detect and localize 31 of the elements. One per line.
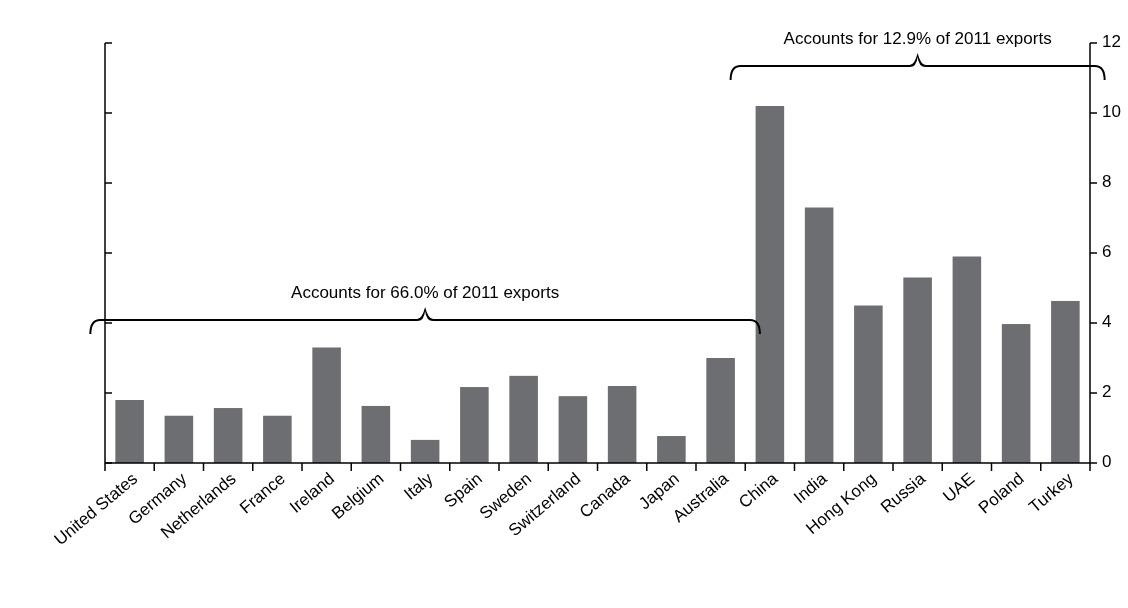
bar	[410, 439, 440, 463]
y-tick-label: 0	[1102, 452, 1112, 472]
bar	[263, 415, 292, 463]
y-tick-label: 6	[1102, 242, 1112, 262]
annotation: Accounts for 12.9% of 2011 exports	[783, 29, 1052, 48]
bar	[952, 256, 982, 463]
bar	[755, 106, 785, 463]
bar	[460, 387, 489, 463]
y-tick-label: 8	[1102, 172, 1112, 192]
bar	[312, 347, 341, 463]
x-tick-label: India	[790, 468, 831, 508]
x-tick-label: Italy	[400, 468, 437, 504]
bar	[706, 358, 735, 463]
bar	[213, 408, 243, 463]
bar	[164, 415, 194, 463]
bar	[657, 436, 686, 463]
y-tick-label: 12	[1102, 32, 1121, 52]
bar	[903, 277, 932, 463]
bar	[607, 386, 637, 463]
bar	[1001, 324, 1031, 463]
y-tick-label: 4	[1102, 312, 1112, 332]
bar	[854, 305, 883, 463]
y-tick-label: 10	[1102, 102, 1121, 122]
bar	[509, 375, 538, 463]
bar	[1051, 300, 1080, 463]
annotation: Accounts for 66.0% of 2011 exports	[291, 283, 560, 302]
bar	[558, 396, 588, 463]
y-tick-label: 2	[1102, 382, 1112, 402]
bar	[804, 207, 834, 463]
bar	[115, 400, 144, 463]
bar	[361, 405, 391, 463]
